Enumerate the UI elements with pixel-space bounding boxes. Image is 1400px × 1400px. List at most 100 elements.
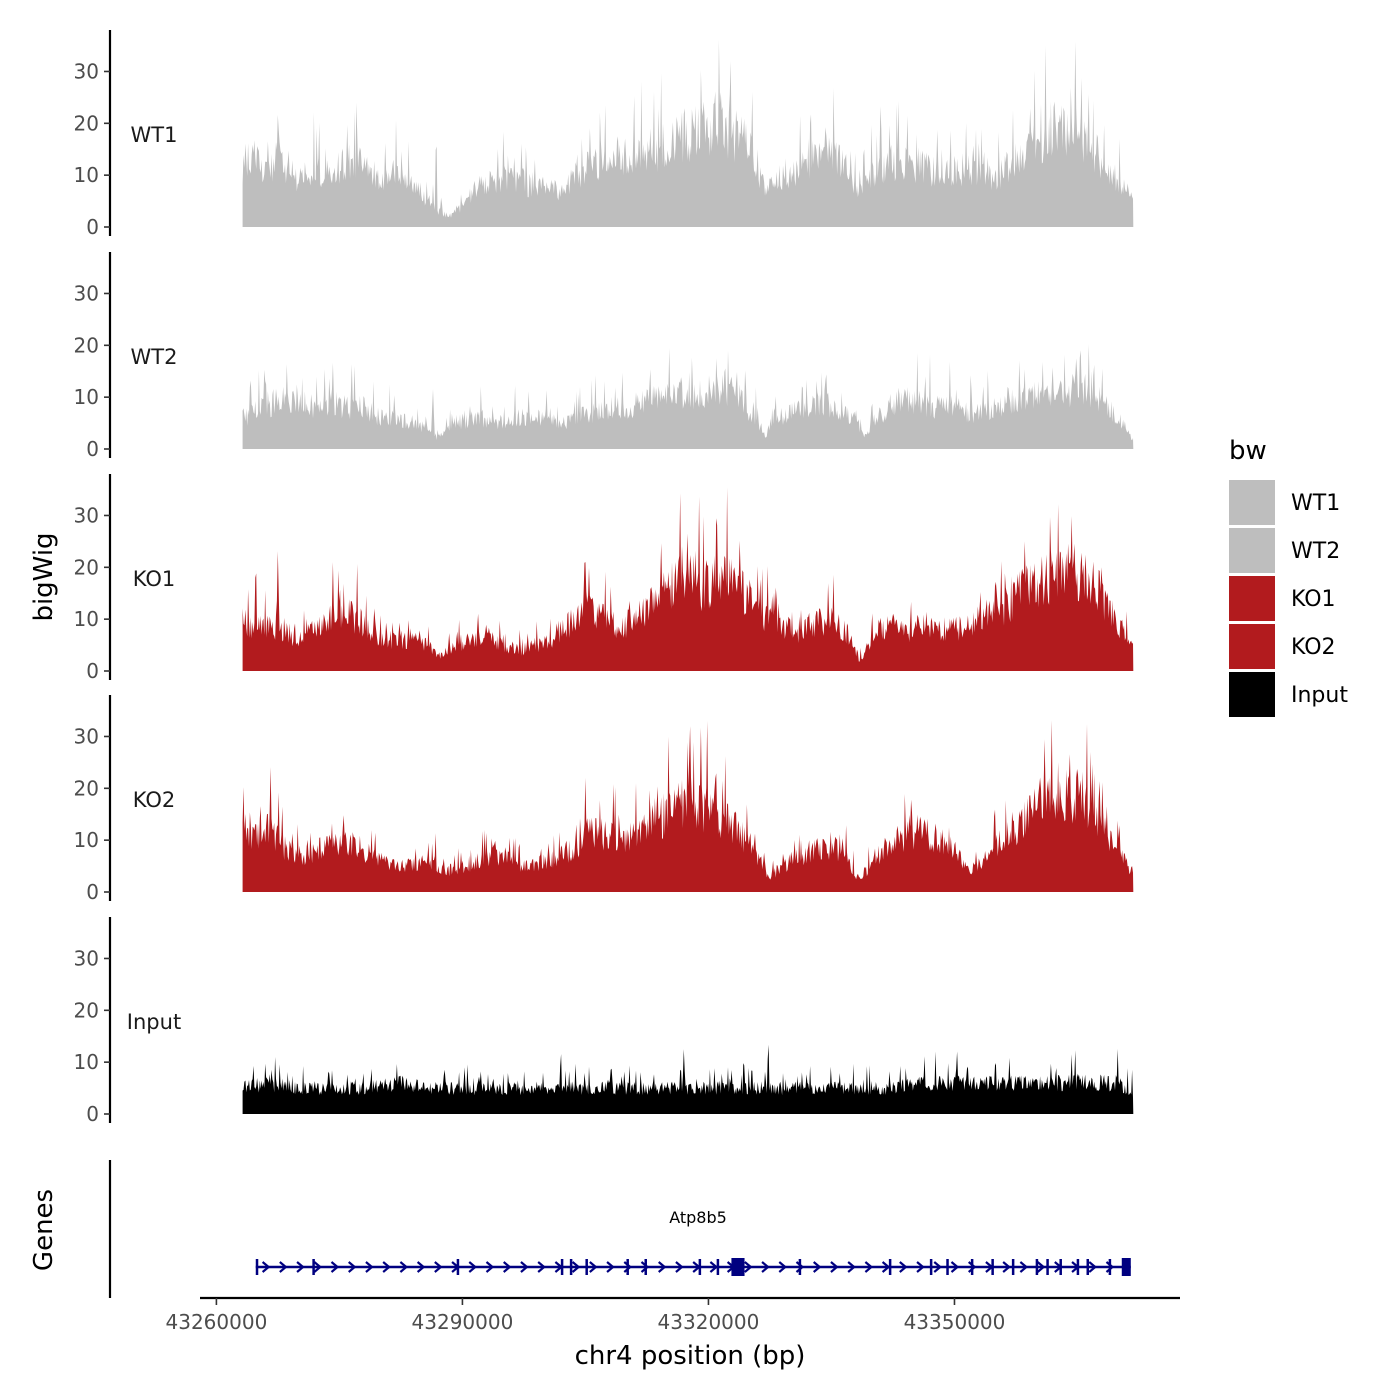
track-ko2: 0 10 20 30 KO2 <box>74 695 1134 904</box>
y-tick-label: 10 <box>74 163 99 187</box>
strand-arrow <box>348 1261 357 1273</box>
strand-arrow <box>1002 1261 1011 1273</box>
strand-arrow <box>744 1261 753 1273</box>
legend-label-wt1: WT1 <box>1291 491 1340 516</box>
y-tick-label: 0 <box>86 215 99 239</box>
strand-arrow <box>623 1261 632 1273</box>
strand-arrow <box>1019 1261 1029 1273</box>
track-label: KO1 <box>133 567 176 591</box>
strand-arrow <box>830 1261 839 1273</box>
exon <box>644 1259 647 1275</box>
strand-arrow <box>434 1261 443 1273</box>
y-tick-label: 20 <box>74 333 99 357</box>
legend-key-wt1 <box>1229 480 1275 525</box>
y-tick-label: 20 <box>74 998 99 1022</box>
exon <box>698 1259 702 1275</box>
track-label: WT2 <box>131 345 178 369</box>
x-axis: 43260000 43290000 43320000 43350000 <box>166 1296 1180 1334</box>
strand-arrow <box>537 1261 546 1273</box>
legend-key-ko1 <box>1229 576 1275 621</box>
y-tick-label: 0 <box>86 437 99 461</box>
track-label: KO2 <box>133 788 176 812</box>
strand-arrow <box>382 1261 391 1273</box>
exon <box>255 1259 259 1275</box>
legend-label-input: Input <box>1291 683 1348 708</box>
strand-arrow <box>640 1261 650 1273</box>
exon <box>731 1258 745 1276</box>
strand-arrow <box>967 1261 977 1273</box>
strand-arrow <box>1105 1261 1115 1273</box>
signal-area-wt2 <box>242 344 1134 449</box>
strand-arrow <box>881 1261 891 1273</box>
y-tick-label: 0 <box>86 880 99 904</box>
exon <box>970 1259 974 1275</box>
exon <box>1046 1259 1049 1275</box>
strand-arrow <box>709 1261 719 1273</box>
track-wt1: 0 10 20 30 WT1 <box>74 30 1134 239</box>
legend: bw WT1 WT2 KO1 KO2 Input <box>1229 436 1348 717</box>
exon <box>716 1259 720 1275</box>
y-tick-label: 10 <box>74 385 99 409</box>
y-tick-label: 30 <box>74 59 99 83</box>
strand-arrow <box>675 1261 684 1273</box>
track-label: WT1 <box>131 123 178 147</box>
strand-arrow <box>658 1261 667 1273</box>
strand-arrow <box>761 1261 770 1273</box>
x-axis-title: chr4 position (bp) <box>575 1341 806 1371</box>
strand-arrow <box>1036 1261 1046 1273</box>
y-tick-label: 0 <box>86 659 99 683</box>
exon <box>312 1259 315 1275</box>
track-ko1: 0 10 20 30 KO1 <box>74 474 1134 683</box>
x-tick-label: 43260000 <box>166 1310 268 1334</box>
exon <box>929 1259 933 1275</box>
strand-arrow <box>571 1261 581 1273</box>
exon <box>888 1259 892 1275</box>
strand-arrow <box>1088 1261 1097 1273</box>
track-input: 0 10 20 30 Input <box>74 917 1134 1126</box>
legend-title: bw <box>1229 436 1267 466</box>
y-tick-label: 10 <box>74 1050 99 1074</box>
exon <box>569 1259 573 1275</box>
strand-arrow <box>916 1261 925 1273</box>
signal-tracks: 0 10 20 30 WT1 0 10 20 30 WT2 0 10 20 30 KO1 0 10 20 30 KO2… <box>74 30 1134 1126</box>
x-tick-label: 43290000 <box>412 1310 514 1334</box>
strand-arrow <box>864 1261 874 1273</box>
exon <box>1108 1259 1112 1275</box>
signal-area-wt1 <box>242 39 1134 228</box>
strand-arrow <box>589 1261 598 1273</box>
legend-key-input <box>1229 672 1275 717</box>
y-tick-label: 0 <box>86 1102 99 1126</box>
strand-arrow <box>520 1261 529 1273</box>
gene-name: Atp8b5 <box>669 1208 727 1227</box>
y-tick-label: 30 <box>74 724 99 748</box>
track-label: Input <box>127 1010 181 1034</box>
y-tick-label: 30 <box>74 281 99 305</box>
strand-arrow <box>606 1261 615 1273</box>
exon <box>1059 1259 1062 1275</box>
x-tick-label: 43320000 <box>658 1310 760 1334</box>
gene-panel: Atp8b5 <box>108 1160 1131 1298</box>
signal-area-input <box>242 1044 1134 1114</box>
strand-arrow <box>330 1261 340 1273</box>
legend-label-ko1: KO1 <box>1291 587 1336 612</box>
strand-arrow <box>950 1261 960 1273</box>
y-tick-label: 30 <box>74 946 99 970</box>
legend-key-wt2 <box>1229 528 1275 573</box>
strand-arrow <box>399 1261 409 1273</box>
strand-arrow <box>795 1261 805 1273</box>
signal-area-ko1 <box>242 487 1134 671</box>
signal-area-ko2 <box>242 720 1134 892</box>
strand-arrow <box>933 1261 942 1273</box>
y-tick-label: 30 <box>74 503 99 527</box>
genes-axis-title: Genes <box>29 1189 59 1271</box>
legend-key-ko2 <box>1229 624 1275 669</box>
y-tick-label: 20 <box>74 555 99 579</box>
exon <box>798 1259 802 1275</box>
strand-arrow <box>468 1261 477 1273</box>
exon <box>456 1259 460 1275</box>
strand-arrow <box>261 1261 271 1273</box>
y-tick-label: 20 <box>74 776 99 800</box>
exon <box>626 1259 629 1275</box>
exon <box>946 1259 949 1275</box>
